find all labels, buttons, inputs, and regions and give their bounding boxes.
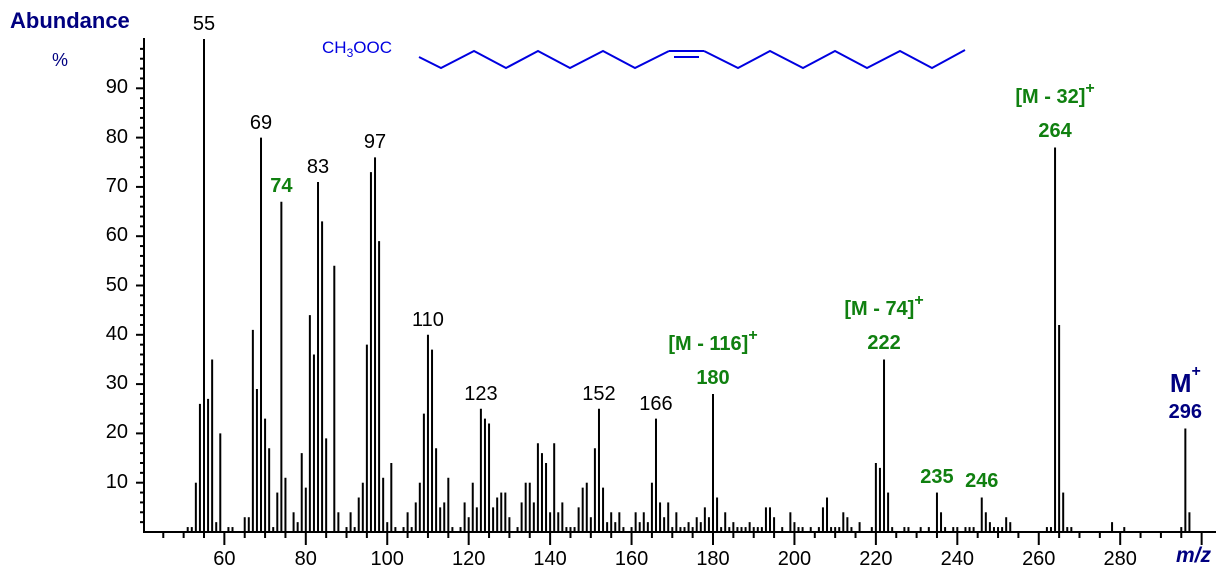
x-tick-label: 200: [777, 548, 812, 570]
x-tick-label: 100: [370, 548, 404, 570]
fragment-ion-label: [M - 74]+: [844, 292, 924, 321]
x-tick-label: 140: [533, 548, 567, 570]
y-tick-label: 70: [105, 174, 128, 197]
peak-label: 110: [412, 308, 444, 331]
fragment-ion-label: [M - 116]+: [668, 326, 758, 355]
peak-label: 83: [306, 155, 330, 178]
x-tick-label: 220: [859, 548, 893, 570]
y-tick-label: 80: [105, 125, 128, 148]
peak-label: 55: [192, 13, 216, 35]
y-tick-label: 20: [105, 421, 128, 444]
peak-label-highlight: 264: [1038, 120, 1072, 143]
charge-superscript: +: [748, 326, 758, 344]
molecular-ion-label: M+: [1169, 363, 1201, 399]
y-tick-label: 10: [105, 470, 128, 493]
peak-label-highlight: 180: [696, 366, 730, 389]
y-tick-label: 30: [105, 372, 128, 395]
peak-label: 97: [363, 131, 387, 154]
peak-label-highlight: 235: [920, 465, 954, 488]
x-axis-title: m/z: [1176, 544, 1212, 567]
structure-subscript: 3: [346, 46, 354, 60]
x-tick-label: 80: [294, 548, 317, 570]
y-tick-label: 60: [105, 224, 128, 247]
charge-superscript: +: [1191, 363, 1201, 381]
x-tick-label: 240: [940, 548, 974, 570]
fatty-acid-chain-structure-tail: [703, 49, 966, 70]
fatty-acid-chain-structure: [418, 49, 670, 70]
fragment-ion-label: [M - 32]+: [1015, 80, 1095, 109]
peak-label: 123: [464, 382, 498, 405]
y-tick-label: 40: [105, 322, 128, 345]
peak-label-highlight: 222: [867, 332, 901, 355]
y-axis-title: Abundance: [10, 8, 130, 33]
peak-label: 69: [249, 111, 273, 134]
x-tick-label: 60: [213, 548, 236, 570]
x-tick-label: 120: [451, 548, 486, 570]
peak-label-highlight: 246: [965, 470, 999, 493]
x-tick-label: 180: [696, 548, 730, 570]
x-tick-label: 260: [1022, 548, 1056, 570]
x-tick-label: 280: [1103, 548, 1137, 570]
peak-label: 166: [639, 392, 673, 415]
y-tick-label: 50: [105, 273, 128, 296]
peak-label: 152: [582, 382, 616, 405]
structure-ester-group: CH3OOC: [322, 38, 392, 59]
spectrum-peaks: [186, 39, 1191, 532]
charge-superscript: +: [1085, 80, 1095, 98]
y-axis-unit: %: [52, 50, 69, 70]
axes: [136, 38, 1216, 545]
peak-label-highlight: 74: [270, 174, 293, 197]
structure-ooc: OOC: [353, 38, 392, 57]
structure-ch: CH: [322, 38, 347, 57]
molecular-ion-mass: 296: [1168, 401, 1203, 424]
charge-superscript: +: [914, 292, 924, 310]
x-tick-label: 160: [614, 548, 649, 570]
y-tick-label: 90: [105, 76, 128, 99]
